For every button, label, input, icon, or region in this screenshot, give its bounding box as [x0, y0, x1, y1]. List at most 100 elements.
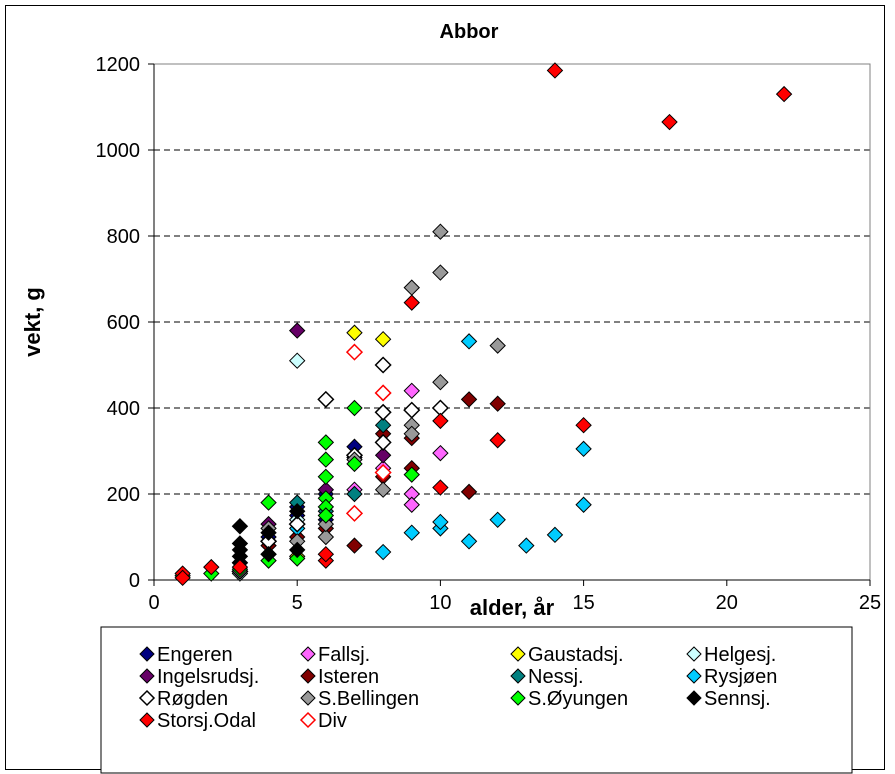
legend-label: Røgden: [157, 688, 228, 710]
y-tick-label: 200: [107, 484, 140, 506]
data-point: [575, 416, 592, 434]
data-point: [432, 444, 449, 462]
data-point: [432, 479, 449, 496]
data-point: [260, 524, 277, 541]
legend-marker: [510, 690, 526, 706]
data-point: [346, 399, 363, 417]
legend: Engeren Fallsj. Gaustadsj. Helgesj. Ingelsru…: [138, 644, 777, 732]
data-point: [460, 483, 478, 501]
data-point: [288, 541, 306, 559]
x-tick-label: 10: [429, 592, 451, 614]
legend-label: Engeren: [157, 644, 233, 666]
data-point: [432, 264, 449, 281]
data-point: [403, 524, 420, 541]
data-point: [317, 515, 335, 533]
legend-marker: [686, 646, 702, 662]
data-point: [345, 504, 364, 522]
data-point: [489, 511, 506, 529]
data-point: [346, 455, 363, 473]
data-point: [260, 494, 277, 511]
data-point: [288, 550, 306, 567]
legend-marker: [686, 690, 702, 706]
data-point: [432, 412, 449, 430]
data-point: [317, 390, 335, 408]
legend-marker: [299, 711, 317, 729]
data-point: [317, 451, 335, 468]
data-point: [260, 545, 277, 563]
legend-marker: [510, 646, 526, 662]
y-tick-label: 400: [107, 398, 140, 420]
data-point: [489, 395, 506, 412]
data-point: [374, 384, 392, 402]
data-point: [432, 223, 449, 240]
y-tick-label: 600: [107, 312, 140, 334]
data-point: [174, 569, 191, 587]
data-point: [374, 330, 392, 348]
y-axis-ticks: 0 200 400 600 800 1000 1200: [96, 54, 154, 592]
data-point: [575, 496, 592, 513]
data-point: [346, 485, 363, 503]
data-point: [346, 324, 363, 341]
data-point: [345, 343, 364, 361]
data-point: [288, 515, 306, 533]
legend-label: Ingelsrudsj.: [157, 666, 259, 688]
data-point: [403, 401, 421, 419]
y-tick-label: 800: [107, 226, 140, 248]
data-point: [317, 545, 335, 563]
legend-label: Rysjøen: [704, 666, 777, 688]
chart-title: Abbor: [440, 21, 499, 43]
legend-marker: [300, 668, 316, 684]
data-point: [346, 537, 363, 554]
legend-label: Fallsj.: [318, 644, 370, 666]
data-point: [288, 502, 306, 520]
y-tick-label: 1000: [96, 140, 141, 162]
data-point: [288, 352, 306, 369]
data-point: [460, 333, 478, 350]
x-tick-label: 5: [292, 592, 303, 614]
legend-box: [100, 626, 853, 774]
legend-marker: [510, 668, 526, 684]
data-point: [460, 391, 478, 408]
legend-marker: [300, 690, 316, 706]
data-point: [489, 337, 506, 354]
legend-marker: [139, 646, 155, 662]
data-point: [403, 279, 420, 296]
data-point: [374, 403, 392, 421]
legend-label: S.Øyungen: [528, 688, 628, 710]
legend-marker: [139, 668, 155, 684]
data-point: [317, 507, 335, 524]
data-point: [403, 466, 420, 483]
x-tick-label: 20: [716, 592, 738, 614]
data-point: [203, 558, 220, 576]
data-point: [288, 322, 306, 339]
data-point: [374, 543, 392, 561]
legend-marker: [300, 646, 316, 662]
data-point: [546, 62, 564, 79]
gridlines: [154, 63, 870, 495]
data-point: [374, 416, 392, 434]
legend-label: Storsj.Odal: [157, 710, 256, 732]
data-points: [174, 62, 793, 587]
data-point: [403, 496, 420, 513]
data-point: [460, 533, 478, 550]
legend-label: Helgesj.: [704, 644, 776, 666]
data-point: [403, 294, 420, 311]
data-point: [231, 558, 249, 576]
data-point: [374, 481, 392, 498]
data-point: [231, 518, 249, 535]
data-point: [489, 432, 506, 449]
data-point: [546, 526, 564, 544]
x-tick-label: 0: [148, 592, 159, 614]
data-point: [661, 113, 678, 131]
data-point: [374, 356, 392, 374]
x-tick-label: 15: [572, 592, 594, 614]
data-point: [403, 425, 420, 443]
data-point: [374, 463, 392, 482]
legend-marker: [686, 668, 702, 684]
legend-label: Div: [318, 710, 347, 732]
x-axis-ticks: 0 5 10 15 20 25: [148, 580, 881, 614]
y-tick-label: 0: [129, 570, 140, 592]
legend-label: Gaustadsj.: [528, 644, 624, 666]
data-point: [374, 433, 392, 451]
